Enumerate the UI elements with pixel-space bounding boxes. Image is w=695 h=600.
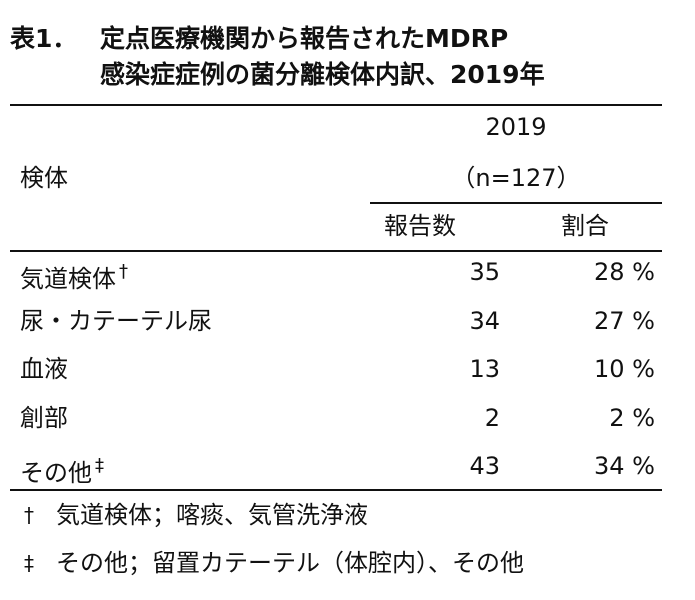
- row-label: 気道検体 †: [20, 257, 128, 294]
- row-label: 創部: [20, 403, 68, 433]
- column-header: 報告数: [384, 212, 456, 240]
- footnote-text: その他；留置カテーテル（体腔内）、その他: [56, 549, 524, 577]
- percent-cell: 34 %: [594, 452, 655, 480]
- row-label: 尿・カテーテル尿: [20, 306, 212, 336]
- percent-cell: 27 %: [594, 306, 655, 335]
- count-cell: 35: [469, 258, 500, 286]
- count-cell: 43: [469, 452, 500, 480]
- count-cell: 2: [484, 403, 500, 432]
- footnote-text: 気道検体；喀痰、気管洗浄液: [56, 501, 368, 529]
- title-line: 定点医療機関から報告されたMDRP: [100, 24, 509, 53]
- sample-name: 創部: [20, 403, 68, 432]
- count-cell: 13: [469, 355, 500, 383]
- percent-cell: 10 %: [594, 355, 655, 383]
- title-line: 感染症症例の菌分離検体内訳、2019年: [100, 60, 545, 89]
- header-rule: [10, 250, 662, 252]
- row-label: その他 ‡: [20, 451, 104, 488]
- sample-name: 尿・カテーテル尿: [20, 306, 212, 335]
- footnote-mark: ‡: [24, 551, 34, 575]
- top-rule: [10, 104, 662, 106]
- footnote-mark: ‡: [95, 455, 104, 476]
- sample-name: その他: [20, 459, 92, 487]
- column-header: 割合: [561, 212, 609, 240]
- bottom-rule: [10, 489, 662, 491]
- footnote-mark: †: [24, 503, 34, 527]
- sample-name: 気道検体: [20, 265, 116, 293]
- sample-size: （n=127）: [451, 164, 581, 192]
- footnote-mark: †: [119, 261, 128, 282]
- count-cell: 34: [469, 306, 500, 335]
- sub-rule: [370, 202, 662, 204]
- year-header: 2019: [485, 113, 547, 141]
- column-header: 検体: [20, 164, 68, 192]
- table-label: 表1．: [10, 24, 78, 53]
- row-label: 血液: [20, 354, 68, 384]
- percent-cell: 2 %: [609, 403, 655, 432]
- sample-name: 血液: [20, 355, 68, 383]
- percent-cell: 28 %: [594, 258, 655, 286]
